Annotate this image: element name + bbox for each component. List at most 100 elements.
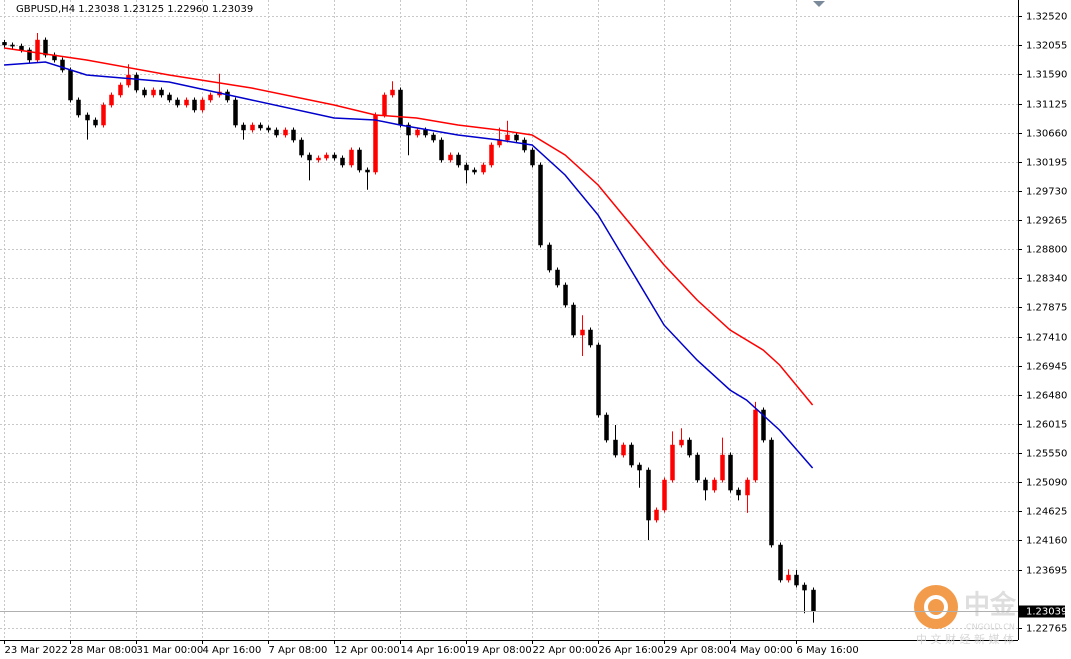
candle-body [530,149,535,166]
candle-body [786,574,791,581]
candle-body [332,154,337,159]
candle-body [68,69,73,101]
candle-body [811,589,816,612]
candle-body [151,89,156,96]
y-tick-label: 1.28800 [1026,245,1067,256]
candle-body [563,284,568,306]
plot [2,32,816,623]
x-tick-label: 28 Mar 08:00 [71,645,138,656]
watermark-site: CNGOLD.CN [966,623,1015,632]
candle-body [588,329,593,346]
y-tick-label: 1.32055 [1026,41,1067,52]
candle-body [184,99,189,106]
moving-average-line [4,61,814,469]
candle-body [390,89,395,96]
candle-body [481,164,486,173]
candle-body [687,439,692,456]
y-tick-label: 1.25550 [1026,449,1067,460]
candle-body [439,139,444,161]
candle-body [324,154,329,159]
x-tick-label: 23 Mar 2022 [5,645,68,656]
candle-body [142,89,147,96]
x-tick-label: 19 Apr 08:00 [467,645,532,656]
candle-body [695,454,700,481]
candle-body [225,91,230,101]
candle-body [679,439,684,446]
candle-body [43,39,48,56]
candle-body [637,464,642,471]
candle-body [514,134,519,141]
candle-body [596,344,601,416]
x-tick-label: 12 Apr 00:00 [335,645,400,656]
y-tick-label: 1.27875 [1026,303,1067,314]
candle-body [712,479,717,491]
y-tick-label: 1.32520 [1026,12,1067,23]
candle-body [406,124,411,136]
x-tick-label: 22 Apr 00:00 [533,645,598,656]
y-tick-label: 1.29730 [1026,187,1067,198]
candle-body [233,99,238,126]
candle-body [10,44,15,47]
y-tick-label: 1.27410 [1026,333,1067,344]
candle-body [382,94,387,116]
y-tick-label: 1.23695 [1026,566,1067,577]
candle-body [720,454,725,481]
candle-body [753,409,758,481]
x-tick-label: 26 Apr 16:00 [599,645,664,656]
candle-body [19,45,24,51]
candle-body [802,584,807,591]
candle-body [571,304,576,336]
candle-body [159,89,164,96]
candle-body [522,139,527,151]
y-tick-label: 1.29265 [1026,216,1067,227]
candle-body [175,99,180,106]
candle-body [646,469,651,521]
y-tick-label: 1.30660 [1026,129,1067,140]
watermark-logo [914,585,958,629]
candle-body [2,42,7,46]
x-tick-label: 4 May 00:00 [731,645,793,656]
candle-body [349,149,354,166]
candle-body [745,479,750,496]
x-tick-label: 7 Apr 08:00 [269,645,328,656]
candle-body [307,154,312,161]
candle-body [118,84,123,96]
x-tick-label: 29 Apr 08:00 [665,645,730,656]
y-tick-label: 1.31590 [1026,70,1067,81]
candle-body [291,129,296,141]
candle-body [604,414,609,441]
y-tick-label: 1.26945 [1026,362,1067,373]
candle-body [250,124,255,131]
candle-body [580,329,585,336]
watermark-brand: 中金 [964,590,1017,621]
chart-title: GBPUSD,H4 1.23038 1.23125 1.22960 1.2303… [16,4,253,15]
candle-body [778,544,783,581]
candle-body [93,119,98,126]
candle-body [761,409,766,441]
x-tick-label: 6 May 16:00 [797,645,859,656]
candle-body [60,59,65,71]
candle-body [299,139,304,156]
candle-body [27,49,32,61]
candle-body [423,129,428,136]
candle-body [101,104,106,126]
candle-body [167,94,172,101]
candle-body [357,149,362,171]
candle-body [258,124,263,129]
candle-body [728,454,733,491]
candle-body [736,489,741,496]
candle-body [456,154,461,166]
candle-body [398,89,403,126]
candle-body [654,509,659,521]
y-tick-label: 1.26015 [1026,420,1067,431]
candle-body [365,169,370,173]
candle-body [794,574,799,586]
scroll-marker [813,1,825,7]
last-price-box [1019,605,1065,618]
y-tick-label: 1.25090 [1026,478,1067,489]
y-tick-label: 1.28340 [1026,274,1067,285]
candle-body [208,94,213,101]
candle-body [266,127,271,131]
